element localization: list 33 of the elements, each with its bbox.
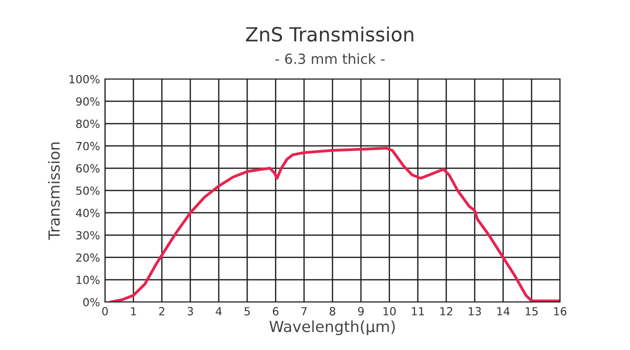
chart-title: ZnS Transmission [246,26,414,42]
line-series [109,146,560,302]
y-tick-label: 100% [70,74,100,84]
x-tick-label: 11 [412,307,424,316]
x-tick-label: 16 [554,307,566,316]
x-axis-title: Wavelength(µm) [269,320,395,336]
x-tick-label: 13 [468,307,481,316]
x-tick-label: 7 [301,307,307,316]
x-tick-label: 1 [131,307,136,316]
x-tick-label: 10 [384,307,396,316]
x-tick-label: 14 [497,307,510,316]
y-tick-label: 10% [76,276,100,284]
x-tick-label: 8 [330,307,336,316]
y-tick-label: 40% [76,208,100,218]
x-tick-label: 2 [159,307,164,316]
y-tick-label: 0% [83,298,100,306]
y-tick-label: 60% [76,164,100,173]
x-tick-label: 5 [244,307,250,316]
x-tick-label: 9 [358,307,364,316]
y-tick-label: 30% [76,231,100,240]
y-tick-label: 90% [76,97,100,106]
x-tick-label: 12 [440,307,452,316]
x-tick-label: 6 [272,307,278,316]
y-tick-label: 80% [76,120,100,128]
y-axis-title: Transmission [48,142,60,240]
x-tick-label: 0 [102,307,108,316]
y-tick-label: 20% [76,253,100,262]
x-tick-label: 3 [188,307,193,316]
y-tick-label: 50% [76,186,100,195]
chart-subtitle: - 6.3 mm thick - [275,53,385,64]
y-tick-label: 70% [76,142,100,150]
x-tick-label: 15 [526,307,538,316]
x-tick-label: 4 [216,307,222,316]
